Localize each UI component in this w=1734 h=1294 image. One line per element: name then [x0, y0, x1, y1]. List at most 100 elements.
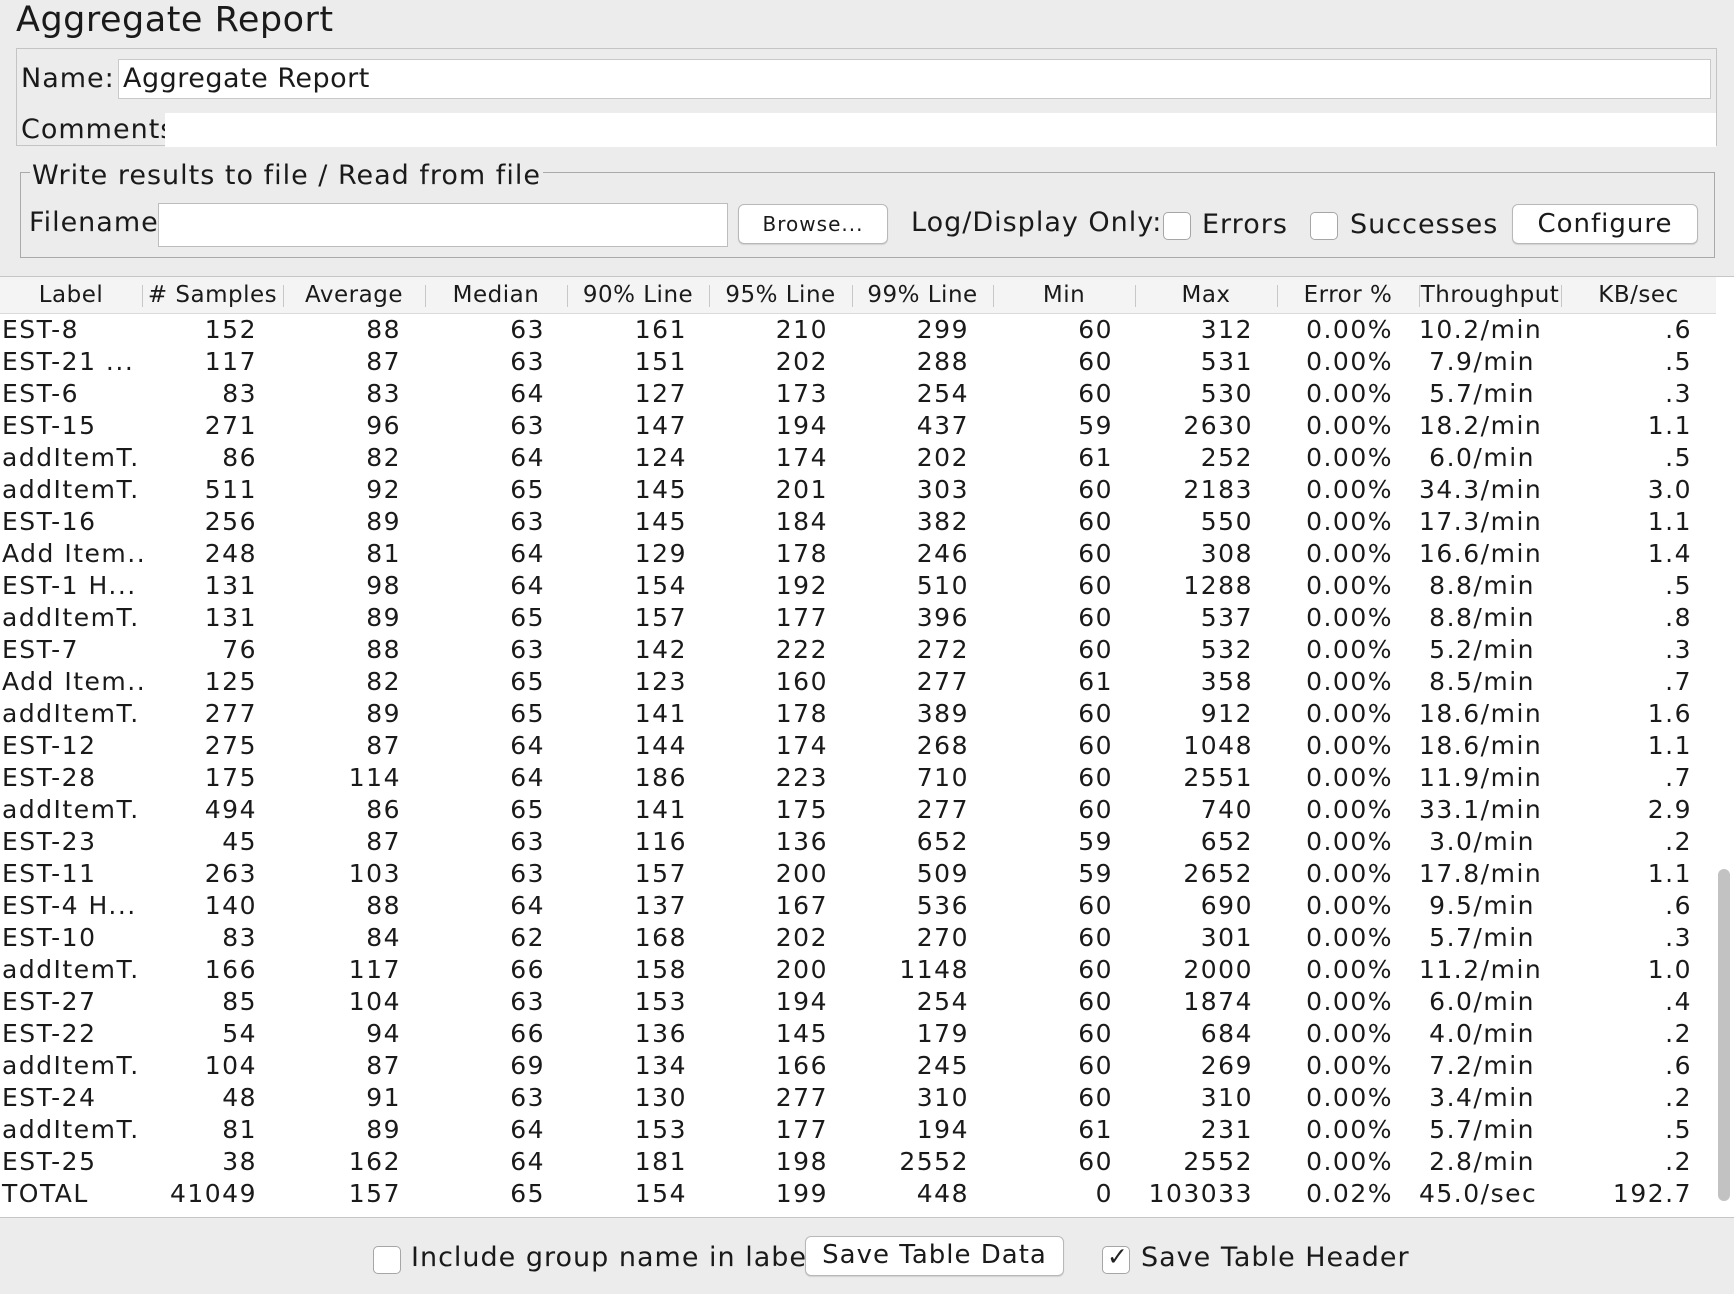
cell-min: 60: [1078, 1147, 1113, 1176]
column-separator[interactable]: [1277, 285, 1278, 307]
cell-label: addItemT...: [2, 955, 142, 984]
column-header-median[interactable]: Median: [452, 282, 540, 308]
table-row[interactable]: EST-1 H... 131 98 64 154 192 510 60 1288 0.00% 8.8…: [0, 569, 1716, 601]
cell-label: Add Item...: [2, 667, 142, 696]
table-row[interactable]: addItemT... 81 89 64 153 177 194 61 231 0.00% 5.7/…: [0, 1113, 1716, 1145]
column-header-error-pct[interactable]: Error %: [1303, 282, 1393, 308]
table-row[interactable]: addItemT... 511 92 65 145 201 303 60 2183 0.00% 34…: [0, 473, 1716, 505]
cell-label: EST-24: [2, 1083, 97, 1112]
table-row[interactable]: EST-11 263 103 63 157 200 509 59 2652 0.00% 17.8/m…: [0, 857, 1716, 889]
checkmark-icon: ✓: [1107, 1242, 1128, 1271]
table-row[interactable]: EST-22 54 94 66 136 145 179 60 684 0.00% 4.0/min .2: [0, 1017, 1716, 1049]
column-separator[interactable]: [1419, 285, 1420, 307]
cell-max: 2000: [1183, 955, 1253, 984]
column-header-max[interactable]: Max: [1181, 282, 1231, 308]
cell-line95: 175: [775, 795, 828, 824]
cell-error-pct: 0.00%: [1306, 1147, 1393, 1176]
cell-median: 63: [510, 507, 545, 536]
cell-line90: 124: [634, 443, 687, 472]
cell-throughput: 34.3/min: [1419, 475, 1543, 504]
column-header-average[interactable]: Average: [305, 282, 403, 308]
name-input[interactable]: Aggregate Report: [118, 59, 1711, 99]
column-separator[interactable]: [142, 285, 143, 307]
cell-samples: 256: [204, 507, 257, 536]
column-separator[interactable]: [993, 285, 994, 307]
cell-max: 532: [1200, 635, 1253, 664]
column-separator[interactable]: [283, 285, 284, 307]
include-group-checkbox[interactable]: [373, 1246, 401, 1274]
cell-throughput: 2.8/min: [1429, 1147, 1535, 1176]
table-row[interactable]: Add Item... 248 81 64 129 178 246 60 308 0.00% 16.…: [0, 537, 1716, 569]
cell-line90: 153: [634, 987, 687, 1016]
column-separator[interactable]: [1561, 285, 1562, 307]
table-row[interactable]: EST-24 48 91 63 130 277 310 60 310 0.00% 3.4/min .2: [0, 1081, 1716, 1113]
cell-min: 60: [1078, 1019, 1113, 1048]
table-row[interactable]: addItemT... 131 89 65 157 177 396 60 537 0.00% 8.8…: [0, 601, 1716, 633]
table-row[interactable]: EST-27 85 104 63 153 194 254 60 1874 0.00% 6.0/min…: [0, 985, 1716, 1017]
table-row[interactable]: EST-23 45 87 63 116 136 652 59 652 0.00% 3.0/min .2: [0, 825, 1716, 857]
cell-throughput: 16.6/min: [1419, 539, 1543, 568]
cell-line99: 288: [916, 347, 969, 376]
table-row[interactable]: EST-10 83 84 62 168 202 270 60 301 0.00% 5.7/min .3: [0, 921, 1716, 953]
column-header-label[interactable]: Label: [38, 282, 104, 308]
cell-max: 2652: [1183, 859, 1253, 888]
cell-median: 66: [510, 1019, 545, 1048]
comments-input[interactable]: [165, 113, 1716, 147]
table-row[interactable]: EST-28 175 114 64 186 223 710 60 2551 0.00% 11.9/m…: [0, 761, 1716, 793]
cell-min: 60: [1078, 507, 1113, 536]
save-table-header-checkbox[interactable]: ✓: [1102, 1242, 1130, 1274]
column-separator[interactable]: [852, 285, 853, 307]
cell-median: 65: [510, 475, 545, 504]
save-table-data-button[interactable]: Save Table Data: [805, 1236, 1064, 1276]
cell-kb-sec: .6: [1665, 1051, 1692, 1080]
errors-checkbox[interactable]: [1163, 212, 1191, 240]
column-separator[interactable]: [1135, 285, 1136, 307]
column-header-line95[interactable]: 95% Line: [725, 282, 836, 308]
cell-kb-sec: .8: [1665, 603, 1692, 632]
table-row[interactable]: addItemT... 86 82 64 124 174 202 61 252 0.00% 6.0/…: [0, 441, 1716, 473]
cell-error-pct: 0.00%: [1306, 699, 1393, 728]
cell-min: 60: [1078, 571, 1113, 600]
table-row[interactable]: EST-7 76 88 63 142 222 272 60 532 0.00% 5.2/min .3: [0, 633, 1716, 665]
cell-max: 358: [1200, 667, 1253, 696]
table-row[interactable]: EST-25 38 162 64 181 198 2552 60 2552 0.00% 2.8/mi…: [0, 1145, 1716, 1177]
table-row[interactable]: EST-16 256 89 63 145 184 382 60 550 0.00% 17.3/min…: [0, 505, 1716, 537]
cell-label: EST-6: [2, 379, 80, 408]
cell-throughput: 10.2/min: [1419, 315, 1543, 344]
column-header-throughput[interactable]: Throughput: [1420, 282, 1560, 308]
total-row[interactable]: TOTAL 41049 157 65 154 199 448 0 103033 0.02% 45.0…: [0, 1177, 1716, 1209]
table-row[interactable]: EST-6 83 83 64 127 173 254 60 530 0.00% 5.7/min .3: [0, 377, 1716, 409]
browse-button[interactable]: Browse...: [738, 204, 888, 244]
table-row[interactable]: EST-4 H... 140 88 64 137 167 536 60 690 0.00% 9.5/…: [0, 889, 1716, 921]
table-row[interactable]: EST-8 152 88 63 161 210 299 60 312 0.00% 10.2/min.…: [0, 313, 1716, 345]
cell-line90: 157: [634, 603, 687, 632]
column-header-line99[interactable]: 99% Line: [867, 282, 978, 308]
column-separator[interactable]: [425, 285, 426, 307]
cell-line99: 510: [916, 571, 969, 600]
configure-button[interactable]: Configure: [1512, 204, 1698, 244]
vertical-scrollbar[interactable]: [1718, 869, 1730, 1201]
table-row[interactable]: addItemT... 277 89 65 141 178 389 60 912 0.00% 18.…: [0, 697, 1716, 729]
table-row[interactable]: EST-21 ... 117 87 63 151 202 288 60 531 0.00% 7.9/…: [0, 345, 1716, 377]
cell-kb-sec: .3: [1665, 379, 1692, 408]
cell-median: 65: [510, 699, 545, 728]
table-row[interactable]: addItemT... 166 117 66 158 200 1148 60 2000 0.00%…: [0, 953, 1716, 985]
table-row[interactable]: Add Item... 125 82 65 123 160 277 61 358 0.00% 8.5…: [0, 665, 1716, 697]
column-header-line90[interactable]: 90% Line: [582, 282, 694, 308]
table-row[interactable]: EST-12 275 87 64 144 174 268 60 1048 0.00% 18.6/mi…: [0, 729, 1716, 761]
cell-max: 684: [1200, 1019, 1253, 1048]
column-separator[interactable]: [567, 285, 568, 307]
column-header-min[interactable]: Min: [1042, 282, 1086, 308]
successes-checkbox[interactable]: [1310, 212, 1338, 240]
table-row[interactable]: addItemT... 494 86 65 141 175 277 60 740 0.00% 33.…: [0, 793, 1716, 825]
column-header-samples[interactable]: # Samples: [147, 282, 278, 308]
cell-min: 60: [1078, 347, 1113, 376]
cell-line95: 177: [775, 1115, 828, 1144]
cell-samples: 117: [204, 347, 257, 376]
table-row[interactable]: EST-15 271 96 63 147 194 437 59 2630 0.00% 18.2/mi…: [0, 409, 1716, 441]
cell-average: 86: [366, 795, 401, 824]
column-separator[interactable]: [709, 285, 710, 307]
filename-input[interactable]: [158, 203, 728, 247]
table-row[interactable]: addItemT... 104 87 69 134 166 245 60 269 0.00% 7.2…: [0, 1049, 1716, 1081]
column-header-kb-sec[interactable]: KB/sec: [1598, 282, 1679, 308]
